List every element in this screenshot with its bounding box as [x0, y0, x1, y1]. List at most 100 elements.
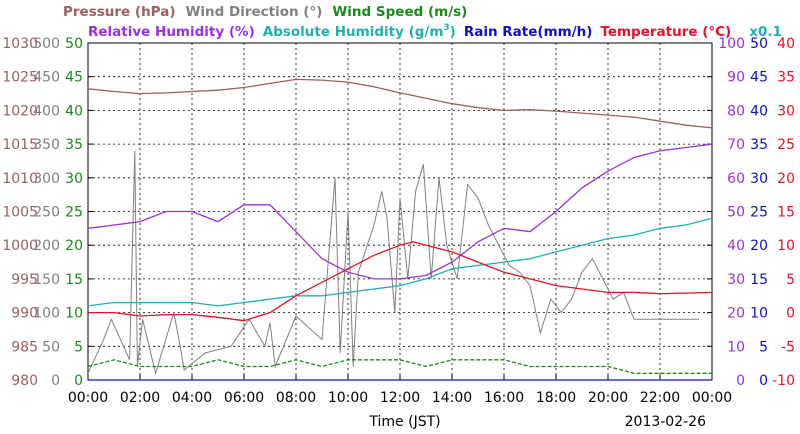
- legend-item-close: ): [450, 24, 456, 40]
- series-line-pressure: [87, 78, 713, 129]
- x-tick-label: 22:00: [640, 390, 680, 406]
- series-line-relative-humidity: [87, 143, 713, 280]
- right-tick-label: 5: [786, 272, 795, 288]
- left-tick-label: 500: [33, 36, 60, 52]
- right-tick-label: 45: [750, 70, 768, 86]
- x-tick-label: 08:00: [276, 390, 316, 406]
- left-tick-label: 250: [33, 205, 60, 221]
- right-tick-label: 70: [727, 137, 745, 153]
- right-tick-label: 20: [727, 306, 745, 322]
- legend-item: x0.1: [749, 24, 782, 40]
- left-tick-label: 200: [33, 238, 60, 254]
- right-tick-label: 50: [750, 36, 768, 52]
- series-line-wind-speed: [87, 359, 712, 374]
- x-axis: 00:00 02:00 04:00 06:00 08:00 10:00 12:00 14:00…: [68, 375, 732, 406]
- legend-item: Pressure (hPa): [63, 4, 176, 20]
- x-tick-label: 06:00: [224, 390, 264, 406]
- right-tick-label: 15: [777, 205, 795, 221]
- left-tick-label: 40: [65, 103, 83, 119]
- left-tick-label: 100: [33, 306, 60, 322]
- x-tick-label: 18:00: [536, 390, 576, 406]
- legend-row-1: Pressure (hPa) Wind Direction (°) Wind Spe…: [63, 4, 467, 20]
- right-tick-label: 10: [750, 306, 768, 322]
- left-tick-label: 150: [33, 272, 60, 288]
- right-tick-label: 10: [777, 238, 795, 254]
- left-tick-label: 50: [65, 36, 83, 52]
- left-tick-label: 1005: [2, 205, 38, 221]
- left-tick-label: 50: [42, 339, 60, 355]
- right-tick-label: 40: [750, 103, 768, 119]
- left-tick-label: 45: [65, 70, 83, 86]
- right-tick-label: 0: [786, 306, 795, 322]
- x-tick-label: 16:00: [484, 390, 524, 406]
- left-tick-label: 350: [33, 137, 60, 153]
- x-tick-label: 12:00: [380, 390, 420, 406]
- legend-item: Absolute Humidity (g/m: [263, 24, 444, 40]
- right-tick-label: 30: [750, 171, 768, 187]
- series-layer: [87, 78, 713, 381]
- left-tick-label: 450: [33, 70, 60, 86]
- x-tick-label: 02:00: [120, 390, 160, 406]
- right-tick-label: 50: [727, 205, 745, 221]
- x-tick-label: 00:00: [692, 390, 732, 406]
- left-tick-label: 980: [11, 373, 38, 389]
- left-tick-label: 0: [74, 373, 83, 389]
- left-tick-label: 990: [11, 306, 38, 322]
- left-tick-label: 995: [11, 272, 38, 288]
- legend-item: Wind Direction (°): [186, 4, 323, 20]
- right-tick-label: 15: [750, 272, 768, 288]
- right-tick-label: 25: [777, 137, 795, 153]
- x-tick-label: 14:00: [432, 390, 472, 406]
- right-tick-label: 30: [727, 272, 745, 288]
- left-axes: 1030102510201015101010051000995990985980…: [2, 36, 93, 389]
- date-label: 2013-02-26: [625, 414, 706, 430]
- legend: Pressure (hPa) Wind Direction (°) Wind Spe…: [63, 4, 782, 40]
- right-tick-label: 80: [727, 103, 745, 119]
- left-tick-label: 20: [65, 238, 83, 254]
- right-tick-label: 0: [759, 373, 768, 389]
- left-tick-label: 400: [33, 103, 60, 119]
- right-tick-label: 20: [777, 171, 795, 187]
- legend-item: Rain Rate(mm/h): [464, 24, 593, 40]
- grid: [88, 43, 712, 380]
- legend-item: Wind Speed (m/s): [332, 4, 467, 20]
- left-tick-label: 25: [65, 205, 83, 221]
- left-tick-label: 35: [65, 137, 83, 153]
- left-tick-label: 1025: [2, 70, 38, 86]
- left-tick-label: 985: [11, 339, 38, 355]
- left-tick-label: 300: [33, 171, 60, 187]
- right-tick-label: 35: [750, 137, 768, 153]
- left-tick-label: 1030: [2, 36, 38, 52]
- right-tick-label: 90: [727, 70, 745, 86]
- left-tick-label: 5: [74, 339, 83, 355]
- left-tick-label: 30: [65, 171, 83, 187]
- series-line-wind-direction: [87, 150, 699, 376]
- right-tick-label: 60: [727, 171, 745, 187]
- right-tick-label: 30: [777, 103, 795, 119]
- x-tick-label: 00:00: [68, 390, 108, 406]
- right-tick-label: 35: [777, 70, 795, 86]
- legend-item: Relative Humidity (%): [88, 24, 255, 40]
- legend-superscript: 3: [443, 23, 449, 33]
- series-line-temperature: [88, 241, 713, 322]
- right-tick-label: 40: [727, 238, 745, 254]
- left-tick-label: 1000: [2, 238, 38, 254]
- right-tick-label: -5: [781, 339, 795, 355]
- legend-item: Temperature (°C): [600, 24, 731, 40]
- left-tick-label: 1015: [2, 137, 38, 153]
- left-tick-label: 1010: [2, 171, 38, 187]
- right-axes: 1009080706050403020100504540353025201510…: [707, 36, 795, 389]
- right-tick-label: 5: [759, 339, 768, 355]
- right-tick-label: 25: [750, 205, 768, 221]
- right-tick-label: -10: [772, 373, 795, 389]
- left-tick-label: 1020: [2, 103, 38, 119]
- series-line-absolute-humidity: [87, 217, 713, 307]
- x-axis-label: Time (JST): [368, 414, 440, 430]
- left-tick-label: 15: [65, 272, 83, 288]
- right-tick-label: 10: [727, 339, 745, 355]
- x-tick-label: 20:00: [588, 390, 628, 406]
- legend-row-2: Relative Humidity (%) Absolute Humidity (…: [88, 23, 782, 40]
- right-tick-label: 100: [718, 36, 745, 52]
- right-tick-label: 0: [736, 373, 745, 389]
